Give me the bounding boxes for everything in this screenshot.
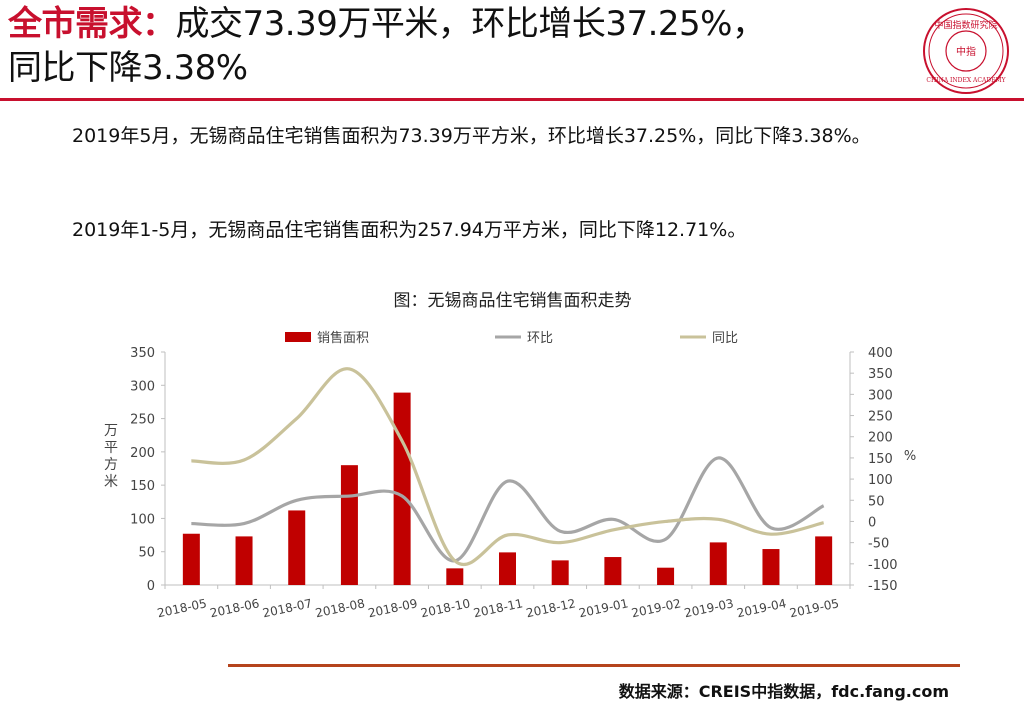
title-divider — [0, 98, 1024, 101]
bar — [446, 568, 464, 585]
china-index-academy-logo: 中国指数研究院 中指 CHINA INDEX ACADEMY — [923, 8, 1009, 94]
legend-label-0: 销售面积 — [317, 330, 369, 346]
y-tick-label: 100 — [130, 512, 155, 527]
y-tick-label: 150 — [130, 479, 155, 494]
bar — [235, 536, 253, 585]
x-tick-label: 2019-05 — [788, 596, 840, 620]
footer-divider — [228, 664, 960, 667]
y2-tick-label: -150 — [868, 579, 898, 594]
y2-tick-label: 250 — [868, 410, 893, 425]
y2-tick-label: 0 — [868, 515, 876, 530]
x-tick-label: 2018-10 — [419, 596, 471, 620]
y-axis-label: 万平方米 — [104, 423, 118, 490]
y2-tick-label: -100 — [868, 558, 898, 573]
paragraph-monthly: 2019年5月，无锡商品住宅销售面积为73.39万平方米，环比增长37.25%，… — [72, 125, 871, 147]
bar — [182, 533, 200, 585]
y2-tick-label: 350 — [868, 367, 893, 382]
y2-tick-label: 100 — [868, 473, 893, 488]
legend-label-1: 环比 — [527, 331, 553, 346]
x-tick-label: 2018-06 — [209, 596, 261, 620]
bar — [393, 392, 411, 585]
logo-top-text: 中国指数研究院 — [934, 19, 997, 31]
paragraph-ytd: 2019年1-5月，无锡商品住宅销售面积为257.94万平方米，同比下降12.7… — [72, 219, 747, 241]
x-tick-label: 2019-02 — [630, 596, 682, 620]
y2-tick-label: 400 — [868, 346, 893, 361]
bar — [340, 465, 358, 585]
y2-tick-label: -50 — [868, 537, 889, 552]
y2-axis-label: % — [904, 449, 916, 464]
logo-center-text: 中指 — [956, 45, 976, 58]
x-tick-label: 2019-03 — [683, 596, 735, 620]
x-tick-label: 2018-05 — [156, 596, 208, 620]
bar — [657, 567, 675, 585]
x-tick-label: 2018-12 — [525, 596, 577, 620]
series-line-环比 — [191, 456, 825, 563]
bar — [709, 542, 727, 585]
chart-title: 图：无锡商品住宅销售面积走势 — [394, 291, 632, 311]
y2-tick-label: 200 — [868, 431, 893, 446]
y-tick-label: 350 — [130, 346, 155, 361]
x-tick-label: 2018-08 — [314, 596, 366, 620]
y-tick-label: 200 — [130, 446, 155, 461]
title-line1: 成交73.39万平米，环比增长37.25%， — [175, 4, 766, 44]
bar — [815, 536, 833, 585]
bar — [551, 560, 569, 585]
data-source: 数据来源：CREIS中指数据，fdc.fang.com — [618, 682, 949, 701]
title-highlight: 全市需求： — [8, 4, 176, 44]
y2-tick-label: 50 — [868, 494, 885, 509]
x-tick-label: 2019-04 — [736, 596, 788, 620]
x-tick-label: 2018-11 — [472, 596, 524, 620]
y2-tick-label: 150 — [868, 452, 893, 467]
bar — [288, 510, 306, 585]
y-tick-label: 300 — [130, 379, 155, 394]
page-title: 全市需求：成交73.39万平米，环比增长37.25%， 同比下降3.38% — [8, 2, 908, 90]
logo-bottom-text: CHINA INDEX ACADEMY — [926, 77, 1006, 84]
bar — [499, 552, 516, 585]
y-tick-label: 50 — [138, 546, 155, 561]
x-tick-label: 2019-01 — [578, 596, 630, 620]
x-tick-label: 2018-09 — [367, 596, 419, 620]
bar — [604, 557, 622, 585]
y-tick-label: 0 — [147, 579, 155, 594]
x-tick-label: 2018-07 — [261, 596, 313, 620]
legend-label-2: 同比 — [712, 331, 738, 346]
title-line2: 同比下降3.38% — [8, 48, 248, 88]
y2-tick-label: 300 — [868, 388, 893, 403]
bar — [762, 549, 780, 585]
y-tick-label: 250 — [130, 413, 155, 428]
series-line-同比 — [191, 367, 825, 567]
legend-swatch-0 — [285, 332, 311, 342]
